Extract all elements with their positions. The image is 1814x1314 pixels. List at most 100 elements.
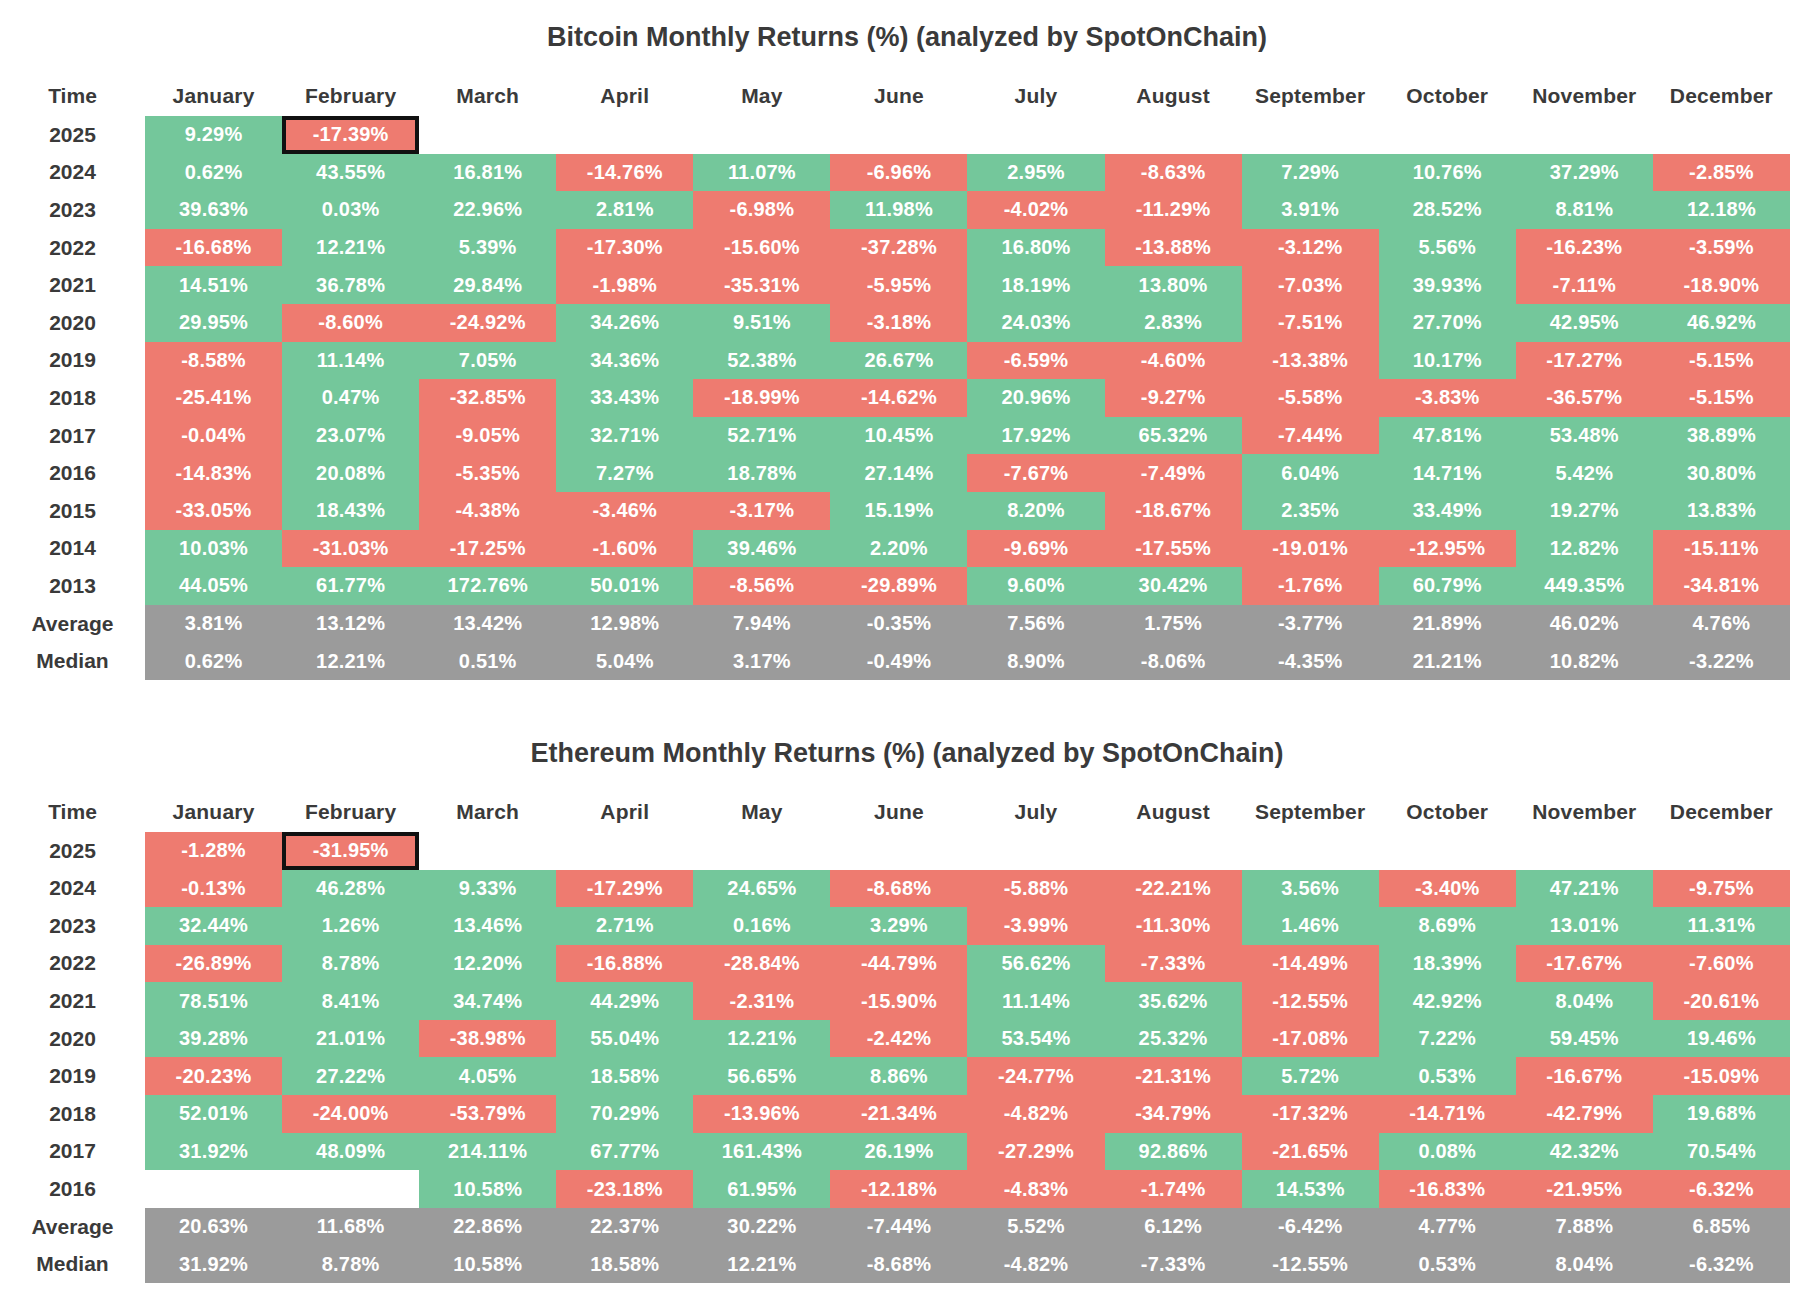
data-cell: 67.77% xyxy=(556,1133,693,1171)
data-cell: 8.86% xyxy=(830,1057,967,1095)
data-cell: -18.90% xyxy=(1653,266,1790,304)
data-cell xyxy=(419,832,556,870)
data-cell: -12.18% xyxy=(830,1170,967,1208)
table-row: 2017-0.04%23.07%-9.05%32.71%52.71%10.45%… xyxy=(0,417,1814,455)
data-cell: 11.07% xyxy=(693,154,830,192)
data-cell: 10.82% xyxy=(1516,642,1653,680)
row-label: 2022 xyxy=(0,945,145,983)
data-cell: -5.15% xyxy=(1653,379,1790,417)
data-cell: -5.95% xyxy=(830,266,967,304)
month-header: October xyxy=(1379,792,1516,832)
data-cell: 59.45% xyxy=(1516,1020,1653,1058)
data-cell: 4.76% xyxy=(1653,605,1790,643)
table-row: Average20.63%11.68%22.86%22.37%30.22%-7.… xyxy=(0,1208,1814,1246)
data-cell: -15.90% xyxy=(830,982,967,1020)
data-cell: 52.38% xyxy=(693,342,830,380)
data-cell: -4.38% xyxy=(419,492,556,530)
row-label: Average xyxy=(0,605,145,643)
month-header: March xyxy=(419,76,556,116)
data-cell: -31.95% xyxy=(282,832,419,870)
data-cell: -7.60% xyxy=(1653,945,1790,983)
row-label: 2016 xyxy=(0,454,145,492)
data-cell: 25.32% xyxy=(1105,1020,1242,1058)
data-cell: -8.68% xyxy=(830,1245,967,1283)
data-cell: -3.99% xyxy=(967,907,1104,945)
time-header: Time xyxy=(0,76,145,116)
table-row: 201731.92%48.09%214.11%67.77%161.43%26.1… xyxy=(0,1133,1814,1171)
data-cell: 7.29% xyxy=(1242,154,1379,192)
data-cell: -17.29% xyxy=(556,870,693,908)
data-cell: 70.29% xyxy=(556,1095,693,1133)
table-row: 202029.95%-8.60%-24.92%34.26%9.51%-3.18%… xyxy=(0,304,1814,342)
data-cell: -1.28% xyxy=(145,832,282,870)
data-cell: 12.21% xyxy=(693,1245,830,1283)
data-cell: -6.98% xyxy=(693,191,830,229)
ethereum-table-title: Ethereum Monthly Returns (%) (analyzed b… xyxy=(0,736,1814,770)
data-cell: -4.60% xyxy=(1105,342,1242,380)
data-cell: 0.03% xyxy=(282,191,419,229)
table-row: 2019-20.23%27.22%4.05%18.58%56.65%8.86%-… xyxy=(0,1057,1814,1095)
data-cell: 5.52% xyxy=(967,1208,1104,1246)
data-cell: 56.62% xyxy=(967,945,1104,983)
data-cell: 15.19% xyxy=(830,492,967,530)
data-cell: 92.86% xyxy=(1105,1133,1242,1171)
month-header: November xyxy=(1516,76,1653,116)
data-cell: 4.77% xyxy=(1379,1208,1516,1246)
data-cell: 47.81% xyxy=(1379,417,1516,455)
data-cell: 30.42% xyxy=(1105,567,1242,605)
data-cell: 13.12% xyxy=(282,605,419,643)
data-cell: 11.31% xyxy=(1653,907,1790,945)
data-cell: 0.62% xyxy=(145,154,282,192)
data-cell: 8.90% xyxy=(967,642,1104,680)
data-cell: 3.81% xyxy=(145,605,282,643)
data-cell: 39.46% xyxy=(693,530,830,568)
data-cell: 161.43% xyxy=(693,1133,830,1171)
data-cell: -22.21% xyxy=(1105,870,1242,908)
data-cell: -16.23% xyxy=(1516,229,1653,267)
ethereum-section: Ethereum Monthly Returns (%) (analyzed b… xyxy=(0,736,1814,1283)
data-cell: -9.05% xyxy=(419,417,556,455)
data-cell xyxy=(1379,832,1516,870)
month-header: December xyxy=(1653,76,1790,116)
row-label: 2019 xyxy=(0,1057,145,1095)
data-cell: 22.96% xyxy=(419,191,556,229)
data-cell: -18.67% xyxy=(1105,492,1242,530)
data-cell: 46.02% xyxy=(1516,605,1653,643)
data-cell: -17.27% xyxy=(1516,342,1653,380)
data-cell: 7.05% xyxy=(419,342,556,380)
data-cell: 10.58% xyxy=(419,1245,556,1283)
data-cell: -34.81% xyxy=(1653,567,1790,605)
table-row: 2015-33.05%18.43%-4.38%-3.46%-3.17%15.19… xyxy=(0,492,1814,530)
data-cell xyxy=(145,1170,282,1208)
data-cell: 0.62% xyxy=(145,642,282,680)
data-cell: -23.18% xyxy=(556,1170,693,1208)
data-cell: 19.68% xyxy=(1653,1095,1790,1133)
table-row: 2018-25.41%0.47%-32.85%33.43%-18.99%-14.… xyxy=(0,379,1814,417)
data-cell: 26.19% xyxy=(830,1133,967,1171)
data-cell: 2.35% xyxy=(1242,492,1379,530)
row-label: 2013 xyxy=(0,567,145,605)
data-cell: 24.65% xyxy=(693,870,830,908)
data-cell: -17.55% xyxy=(1105,530,1242,568)
data-cell: -34.79% xyxy=(1105,1095,1242,1133)
data-cell: -11.29% xyxy=(1105,191,1242,229)
data-cell: 32.44% xyxy=(145,907,282,945)
month-header: August xyxy=(1105,76,1242,116)
row-label: Median xyxy=(0,1245,145,1283)
data-cell: 9.51% xyxy=(693,304,830,342)
data-cell: -3.46% xyxy=(556,492,693,530)
data-cell: -3.40% xyxy=(1379,870,1516,908)
data-cell: 9.33% xyxy=(419,870,556,908)
data-cell: 18.58% xyxy=(556,1057,693,1095)
data-cell: -17.08% xyxy=(1242,1020,1379,1058)
data-cell: 14.53% xyxy=(1242,1170,1379,1208)
data-cell: -16.68% xyxy=(145,229,282,267)
data-cell: -0.49% xyxy=(830,642,967,680)
data-cell: -18.99% xyxy=(693,379,830,417)
data-cell: 61.77% xyxy=(282,567,419,605)
page: Bitcoin Monthly Returns (%) (analyzed by… xyxy=(0,0,1814,1314)
data-cell: 1.26% xyxy=(282,907,419,945)
row-label: 2018 xyxy=(0,1095,145,1133)
data-cell: -14.76% xyxy=(556,154,693,192)
row-label: 2018 xyxy=(0,379,145,417)
